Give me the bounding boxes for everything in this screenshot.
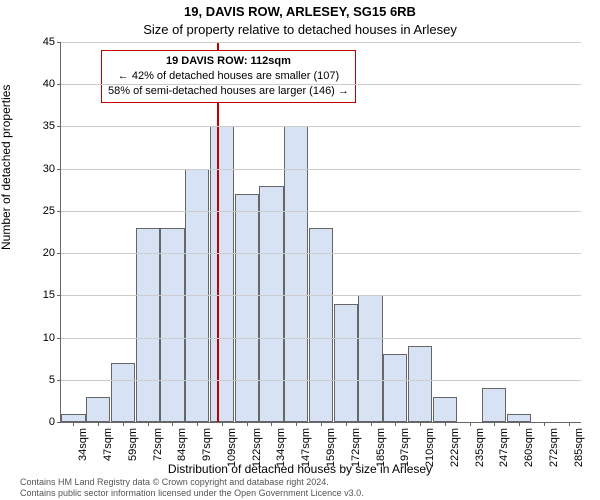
x-tick-label: 47sqm [102,428,114,461]
y-tick-label: 5 [49,374,55,386]
y-tick-label: 25 [43,205,55,217]
chart-bar [334,304,358,422]
y-tick-mark [57,42,61,43]
y-tick-mark [57,380,61,381]
x-tick-mark [470,422,471,426]
chart-bar [309,228,333,422]
x-tick-mark [494,422,495,426]
annotation-line2: ← 42% of detached houses are smaller (10… [108,69,349,84]
y-tick-label: 15 [43,289,55,301]
y-tick-mark [57,126,61,127]
x-tick-label: 97sqm [201,428,213,461]
y-tick-label: 20 [43,247,55,259]
x-tick-mark [222,422,223,426]
y-tick-label: 0 [49,416,55,428]
chart-bar [358,295,382,422]
y-tick-mark [57,295,61,296]
footer-line2: Contains public sector information licen… [20,488,364,498]
x-tick-mark [123,422,124,426]
chart-bar [160,228,184,422]
x-tick-mark [98,422,99,426]
y-tick-mark [57,84,61,85]
grid-line [61,169,581,170]
footer-line1: Contains HM Land Registry data © Crown c… [20,477,364,487]
x-tick-mark [395,422,396,426]
y-tick-label: 30 [43,163,55,175]
chart-bar [111,363,135,422]
y-tick-label: 10 [43,332,55,344]
x-tick-mark [148,422,149,426]
x-tick-label: 34sqm [77,428,89,461]
x-tick-mark [197,422,198,426]
annotation-line3: 58% of semi-detached houses are larger (… [108,84,349,99]
grid-line [61,295,581,296]
y-tick-label: 35 [43,120,55,132]
chart-bar [86,397,110,422]
chart-bar [284,126,308,422]
chart-bar [507,414,531,422]
y-tick-mark [57,422,61,423]
chart-bar [482,388,506,422]
x-tick-label: 59sqm [127,428,139,461]
chart-bar [259,186,283,422]
grid-line [61,380,581,381]
x-tick-mark [544,422,545,426]
y-axis-label: Number of detached properties [0,85,13,250]
x-tick-mark [321,422,322,426]
y-tick-mark [57,169,61,170]
x-tick-mark [296,422,297,426]
x-tick-label: 72sqm [152,428,164,461]
chart-bar [433,397,457,422]
y-tick-mark [57,253,61,254]
x-tick-mark [346,422,347,426]
chart-bar [210,126,234,422]
x-tick-mark [172,422,173,426]
page-title: 19, DAVIS ROW, ARLESEY, SG15 6RB [0,4,600,19]
x-tick-mark [420,422,421,426]
y-tick-mark [57,211,61,212]
x-tick-mark [73,422,74,426]
grid-line [61,338,581,339]
grid-line [61,211,581,212]
annotation-title: 19 DAVIS ROW: 112sqm [108,54,349,69]
y-tick-mark [57,338,61,339]
chart-bar [235,194,259,422]
chart-bar [383,354,407,422]
x-tick-mark [445,422,446,426]
y-tick-label: 40 [43,78,55,90]
y-tick-label: 45 [43,36,55,48]
x-tick-mark [371,422,372,426]
x-tick-mark [519,422,520,426]
x-tick-mark [271,422,272,426]
grid-line [61,42,581,43]
chart-bar [61,414,85,422]
grid-line [61,84,581,85]
x-axis-label: Distribution of detached houses by size … [0,462,600,476]
page-subtitle: Size of property relative to detached ho… [0,22,600,37]
x-tick-mark [247,422,248,426]
chart-bar [408,346,432,422]
footer-text: Contains HM Land Registry data © Crown c… [20,477,364,498]
x-tick-mark [569,422,570,426]
x-tick-label: 84sqm [176,428,188,461]
chart-plot-area: 19 DAVIS ROW: 112sqm ← 42% of detached h… [60,42,581,423]
chart-bar [136,228,160,422]
grid-line [61,126,581,127]
chart-annotation-box: 19 DAVIS ROW: 112sqm ← 42% of detached h… [101,50,356,103]
grid-line [61,253,581,254]
